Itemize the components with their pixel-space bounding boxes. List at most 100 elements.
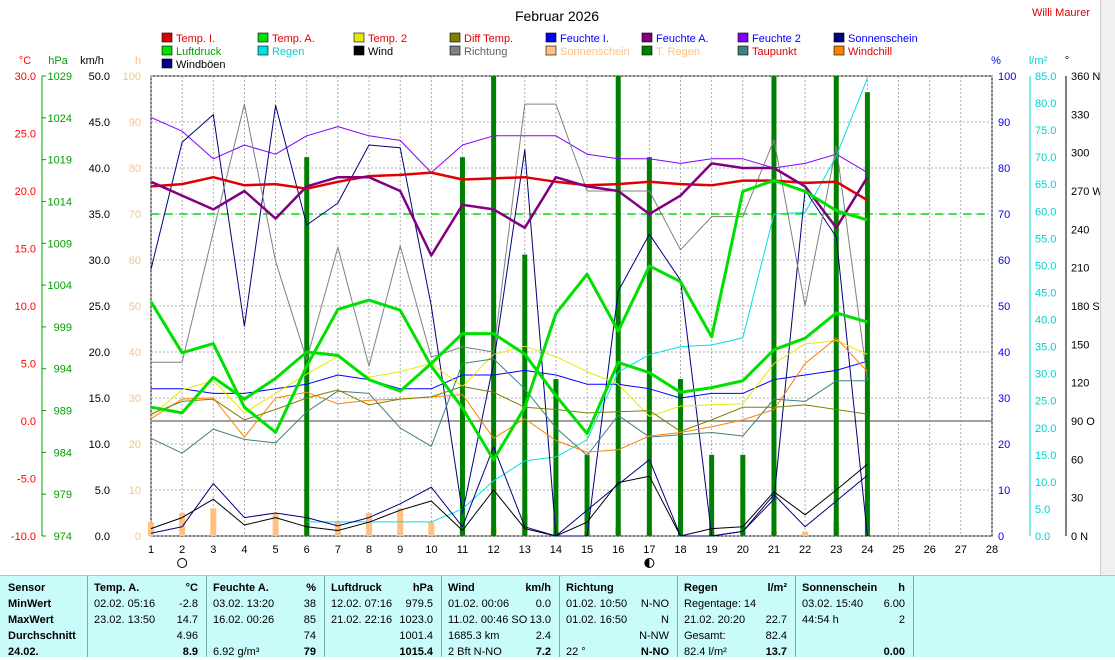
feuchte-current-value: 79	[303, 646, 316, 658]
axis-unit-label: km/h	[80, 55, 104, 67]
luftdruck-min-time: 12.02. 07:16	[331, 598, 393, 610]
vertical-scrollbar[interactable]	[1100, 0, 1115, 575]
rain-bar	[615, 76, 621, 536]
x-tick-label: 8	[366, 544, 372, 556]
axis-tick-label: 15.0	[15, 244, 36, 256]
x-tick-label: 2	[179, 544, 185, 556]
legend-swatch	[161, 45, 173, 56]
axis-unit-label: °C	[19, 55, 31, 67]
wind-distance: 1685.3 km	[448, 630, 500, 642]
axis-tick-label: 25.0	[1035, 396, 1056, 408]
stats-col-luftdruck: Luftdruck hPa 12.02. 07:16 979.5 21.02. 22…	[325, 576, 442, 658]
axis-tick-label: 50.0	[89, 71, 110, 83]
legend-label: Diff Temp.	[464, 33, 513, 45]
axis-tick-label: 65.0	[1035, 179, 1056, 191]
legend-swatch	[353, 45, 365, 56]
x-tick-label: 24	[861, 544, 873, 556]
temp-avg-value: 4.96	[176, 630, 198, 642]
axis-tick-label: 60	[129, 255, 141, 267]
rain-bar	[709, 454, 715, 536]
axis-tick-label: 45.0	[89, 117, 110, 129]
x-tick-label: 21	[768, 544, 780, 556]
axis-tick-label: 1004	[48, 280, 72, 292]
stats-header-feuchte: Feuchte A.	[213, 582, 269, 594]
x-tick-label: 22	[799, 544, 811, 556]
temp-max-time: 23.02. 13:50	[94, 614, 156, 626]
axis-tick-label: 15.0	[89, 393, 110, 405]
legend-swatch	[161, 58, 173, 69]
x-tick-label: 25	[892, 544, 904, 556]
axis-tick-label: 85.0	[1035, 71, 1056, 83]
series-line	[150, 311, 868, 436]
temp-current-value: 8.9	[182, 646, 198, 658]
axis-tick-label: 100	[123, 71, 141, 83]
stats-header-richtung: Richtung	[566, 582, 614, 594]
axis-tick-label: 15.0	[1035, 450, 1056, 462]
axis-tick-label: 210	[1071, 263, 1089, 275]
axis-tick-label: 80	[998, 163, 1010, 175]
axis-tick-label: 999	[54, 322, 72, 334]
axis-tick-label: 0.0	[21, 416, 36, 428]
axis-tick-label: 45.0	[1035, 287, 1056, 299]
axis-tick-label: 40	[129, 347, 141, 359]
full-moon-icon	[177, 558, 188, 568]
axis-tick-label: 50.0	[1035, 260, 1056, 272]
legend-label: Wind	[368, 46, 393, 58]
rain-bar	[646, 157, 652, 537]
legend-label: Sonnenschein	[848, 33, 918, 45]
rain-bar	[864, 92, 870, 536]
axis-tick-label: 30	[129, 393, 141, 405]
regen-current-value: 13.7	[765, 646, 787, 658]
axis-tick-label: 50	[129, 301, 141, 313]
legend-swatch	[449, 32, 461, 43]
legend-label: Temp. I.	[176, 33, 215, 45]
rain-bar	[833, 76, 839, 536]
axis-tick-label: 5.0	[1035, 504, 1050, 516]
x-tick-label: 27	[955, 544, 967, 556]
axis-tick-label: 30	[1071, 493, 1083, 505]
axis-tick-label: 80.0	[1035, 98, 1056, 110]
series-line	[150, 386, 868, 432]
sun-bar	[334, 522, 341, 536]
stats-col-richtung: Richtung 01.02. 10:50 N-NO 01.02. 16:50 N …	[560, 576, 678, 658]
richtung-current-deg: 22 °	[566, 646, 586, 658]
axis-tick-label: 40.0	[89, 163, 110, 175]
axis-tick-label: 1009	[48, 238, 72, 250]
richtung-min-time: 01.02. 10:50	[566, 598, 628, 610]
richtung-max-time: 01.02. 16:50	[566, 614, 628, 626]
chart-title: Februar 2026	[515, 8, 599, 24]
richtung-max-value: N	[661, 614, 669, 626]
axis-tick-label: 0.0	[1035, 531, 1050, 543]
axis-tick-label: 70	[129, 209, 141, 221]
legend-swatch	[257, 45, 269, 56]
legend-label: Windchill	[848, 46, 892, 58]
stats-unit-temp: °C	[185, 582, 198, 594]
axis-unit-label: l/m²	[1029, 55, 1048, 67]
sonne-max-time: 03.02. 15:40	[802, 598, 864, 610]
axis-tick-label: 90	[998, 117, 1010, 129]
axis-tick-label: 60	[998, 255, 1010, 267]
axis-tick-label: 10.0	[89, 439, 110, 451]
legend-swatch	[641, 45, 653, 56]
row-label-max: MaxWert	[8, 614, 54, 626]
legend-swatch	[833, 32, 845, 43]
axis-tick-label: 30.0	[1035, 369, 1056, 381]
rain-bar	[304, 157, 310, 537]
luftdruck-avg-value: 1001.4	[399, 630, 433, 642]
moon-shadow	[644, 558, 650, 568]
axis-tick-label: 989	[54, 406, 72, 418]
axis-tick-label: 10.0	[1035, 477, 1056, 489]
series-line	[150, 116, 868, 174]
luftdruck-min-value: 979.5	[405, 598, 433, 610]
legend-label: Feuchte 2	[752, 33, 801, 45]
stats-unit-feuchte: %	[306, 582, 316, 594]
wind-min-time: 01.02. 00:06	[448, 598, 510, 610]
regen-max-time: 21.02. 20:20	[684, 614, 746, 626]
series-line	[150, 162, 869, 257]
sun-bar	[272, 513, 279, 536]
axis-tick-label: 20	[129, 439, 141, 451]
row-label-current: 24.02.	[8, 646, 39, 658]
axis-tick-label: 30	[998, 393, 1010, 405]
rain-bar	[491, 76, 497, 536]
axis-tick-label: 300	[1071, 148, 1089, 160]
